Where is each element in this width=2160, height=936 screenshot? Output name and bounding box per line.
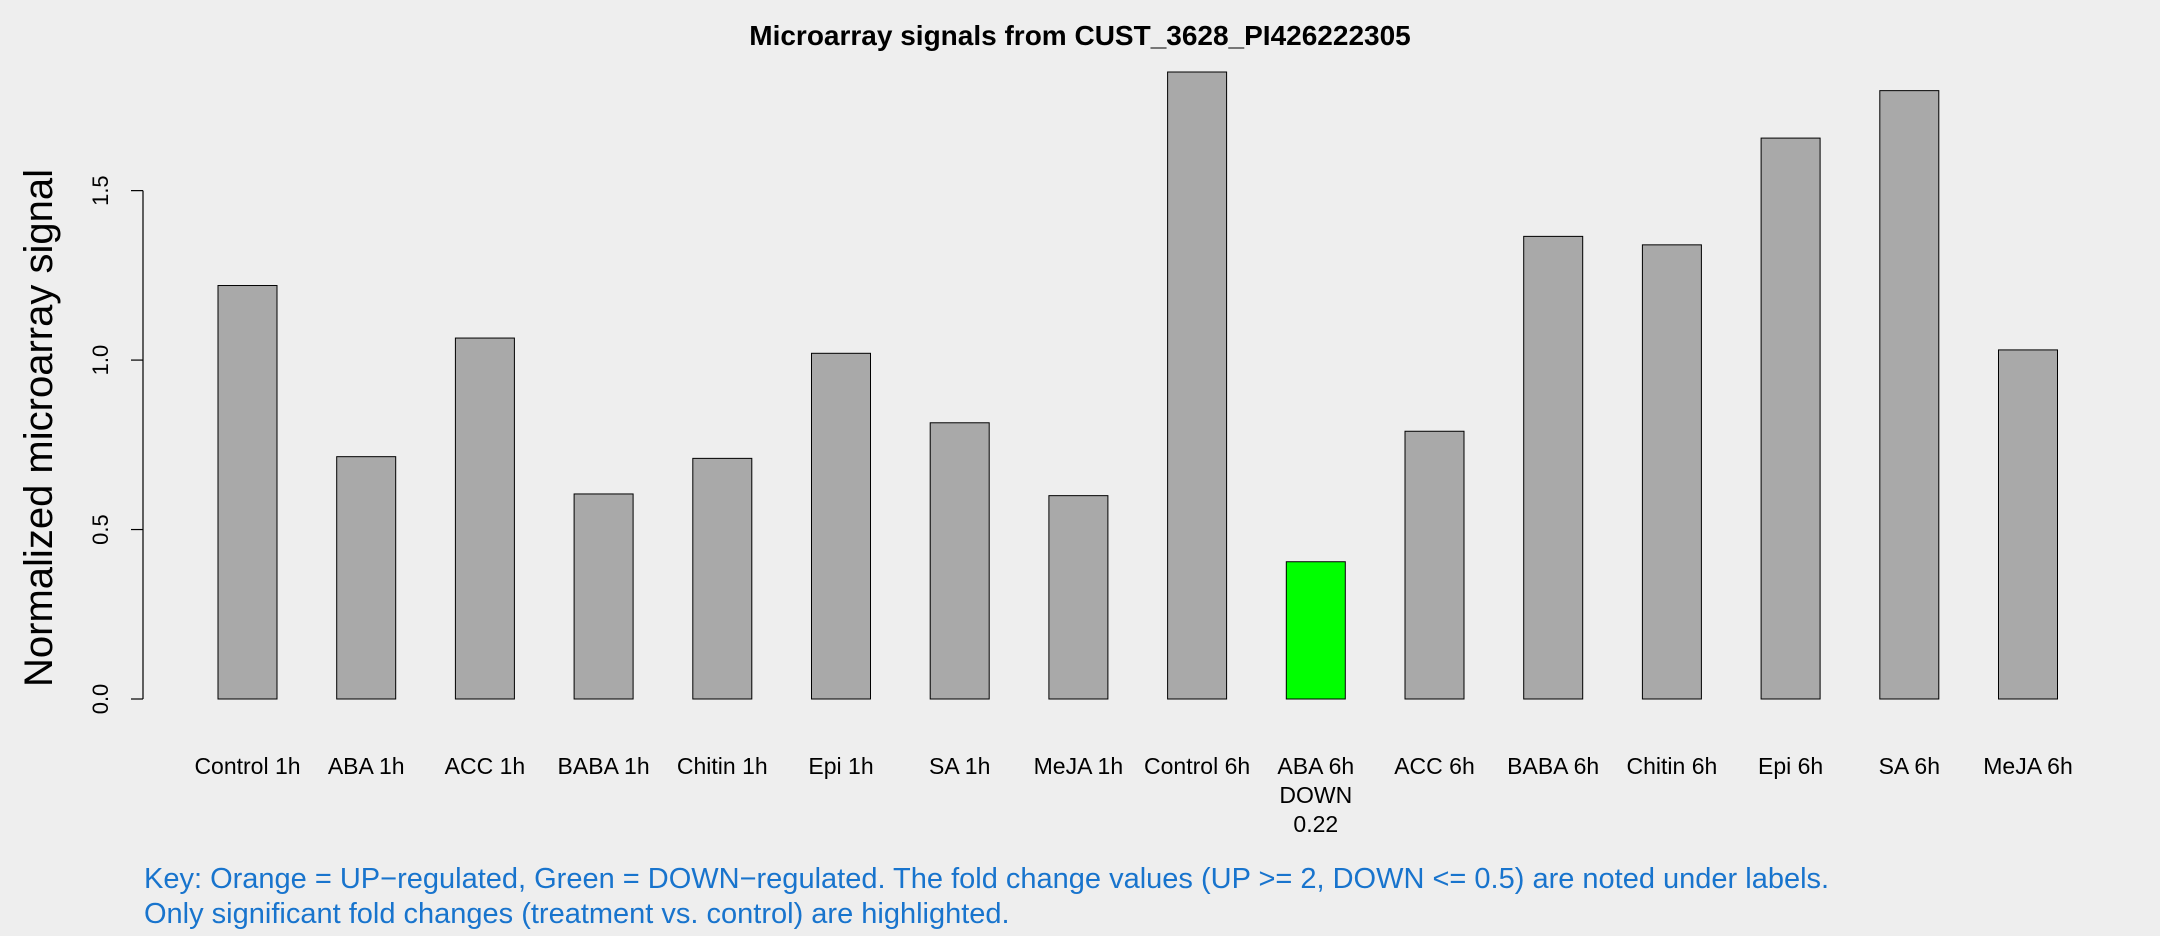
bar: [1523, 235, 1584, 700]
x-tick-label: MeJA 6h: [1983, 753, 2073, 779]
x-tick-label: MeJA 1h: [1034, 753, 1124, 779]
chart-title: Microarray signals from CUST_3628_PI4262…: [749, 20, 1411, 51]
fold-change-annotations: DOWN 0.22: [1279, 782, 1352, 837]
bar: [692, 457, 753, 700]
x-tick-label: Chitin 6h: [1627, 753, 1718, 779]
bar: [811, 352, 871, 700]
bar: [1167, 71, 1228, 700]
y-tick-label: 0.5: [88, 514, 113, 545]
key-line-2: Only significant fold changes (treatment…: [144, 898, 1010, 930]
x-tick-label: Control 1h: [194, 753, 300, 779]
x-tick-label: SA 6h: [1879, 753, 1940, 779]
x-tick-label: ACC 1h: [445, 753, 526, 779]
bar: [1879, 90, 1940, 700]
bar: [1760, 137, 1821, 700]
x-tick-label: BABA 1h: [558, 753, 650, 779]
bar: [1048, 495, 1109, 700]
bar: [1641, 244, 1702, 700]
key-note: Key: Orange = UP−regulated, Green = DOWN…: [144, 862, 1829, 932]
x-tick-label: ABA 1h: [328, 753, 405, 779]
bar: [217, 285, 278, 700]
x-tick-label: SA 1h: [929, 753, 990, 779]
bar: [454, 337, 515, 700]
bar: [336, 456, 397, 700]
category-labels: Control 1h ABA 1h ACC 1h BABA 1h Chitin 1h Ep…: [194, 753, 2072, 779]
bar: [929, 422, 990, 700]
bar: [573, 493, 634, 700]
annotation-label: DOWN: [1279, 782, 1352, 808]
x-tick-label: ACC 6h: [1394, 753, 1475, 779]
y-tick-label: 0.0: [88, 684, 113, 715]
bar-chart: Microarray signals from CUST_3628_PI4262…: [17, 20, 2073, 837]
key-line-1: Key: Orange = UP−regulated, Green = DOWN…: [144, 863, 1830, 895]
x-tick-label: Chitin 1h: [677, 753, 768, 779]
y-axis-label: Normalized microarray signal: [17, 169, 61, 687]
y-axis: 0.0 0.5 1.0 1.5: [88, 175, 144, 715]
bar: [1404, 430, 1465, 700]
y-tick-label: 1.5: [88, 175, 113, 206]
annotation-label: 0.22: [1293, 811, 1338, 837]
x-tick-label: Control 6h: [1144, 753, 1250, 779]
x-tick-label: Epi 6h: [1758, 753, 1823, 779]
bar: [1285, 561, 1346, 700]
bar: [1998, 349, 2058, 700]
y-tick-label: 1.0: [88, 345, 113, 376]
x-tick-label: ABA 6h: [1277, 753, 1354, 779]
x-tick-label: BABA 6h: [1507, 753, 1599, 779]
bar-series: [217, 71, 2058, 700]
x-tick-label: Epi 1h: [808, 753, 873, 779]
